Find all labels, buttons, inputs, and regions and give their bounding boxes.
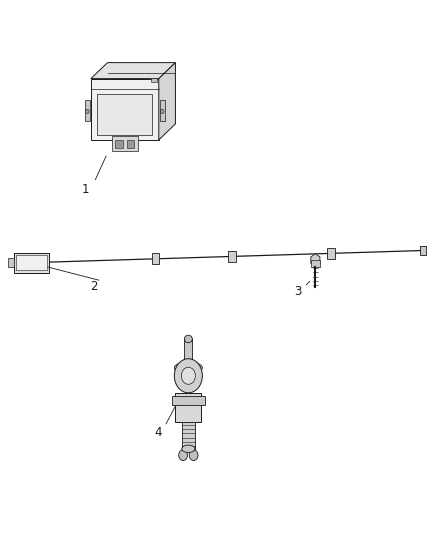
Circle shape — [189, 450, 198, 461]
Bar — [8, 259, 14, 267]
Bar — [182, 422, 195, 449]
Bar — [175, 393, 201, 422]
Circle shape — [174, 359, 202, 393]
Text: 2: 2 — [90, 280, 98, 293]
Bar — [184, 338, 192, 368]
Bar — [97, 94, 152, 134]
Polygon shape — [91, 62, 175, 78]
Circle shape — [160, 109, 164, 114]
Text: 4: 4 — [154, 426, 162, 439]
Bar — [311, 260, 320, 266]
Bar — [16, 255, 47, 270]
Text: 1: 1 — [81, 183, 89, 196]
Bar — [152, 254, 159, 264]
Ellipse shape — [182, 445, 195, 453]
Text: 3: 3 — [294, 285, 301, 298]
Polygon shape — [159, 62, 175, 140]
Circle shape — [179, 450, 187, 461]
Bar — [151, 77, 157, 82]
Bar — [127, 140, 134, 148]
Bar — [327, 248, 335, 259]
Bar — [14, 253, 49, 273]
Bar — [172, 396, 205, 405]
Polygon shape — [91, 78, 159, 140]
Circle shape — [85, 109, 89, 114]
Bar — [112, 135, 138, 150]
Bar — [228, 251, 236, 262]
Bar — [115, 140, 123, 148]
Bar — [420, 246, 426, 255]
Ellipse shape — [184, 335, 192, 343]
Bar — [159, 100, 165, 121]
Bar — [85, 100, 90, 121]
Polygon shape — [311, 254, 320, 266]
Circle shape — [181, 367, 195, 384]
Ellipse shape — [174, 362, 202, 374]
